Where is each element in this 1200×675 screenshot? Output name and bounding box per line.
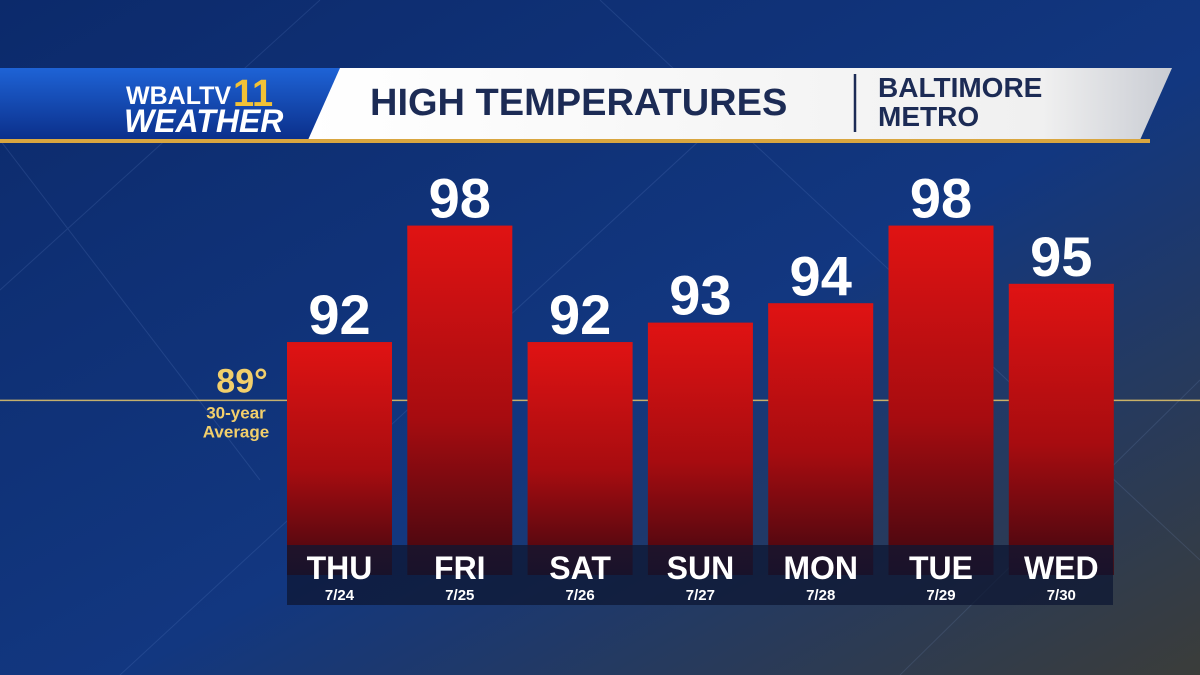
day-label: MON xyxy=(783,550,858,586)
banner-rule xyxy=(0,139,1150,143)
station-name: WBALTV xyxy=(126,82,231,110)
value-label: 93 xyxy=(669,264,731,327)
logo-panel xyxy=(0,68,340,140)
day-label: SAT xyxy=(549,550,611,586)
bar xyxy=(888,225,994,576)
date-label: 7/29 xyxy=(926,587,955,604)
bar xyxy=(768,303,874,575)
value-label: 95 xyxy=(1030,225,1092,288)
value-label: 98 xyxy=(429,167,491,230)
value-label: 94 xyxy=(790,244,852,307)
date-label: 7/24 xyxy=(325,587,355,604)
day-label: TUE xyxy=(909,550,973,586)
channel-number: 11 xyxy=(233,73,273,115)
bar-highlight xyxy=(647,322,753,327)
subtitle-line: METRO xyxy=(878,101,979,132)
chart-title: HIGH TEMPERATURES xyxy=(370,82,787,124)
average-note: Average xyxy=(203,422,269,441)
day-label-band xyxy=(287,545,1113,605)
day-label: WED xyxy=(1024,550,1099,586)
bar-highlight xyxy=(768,303,874,308)
bar xyxy=(287,342,392,575)
day-label: SUN xyxy=(667,550,735,586)
average-label: 89° xyxy=(216,362,267,400)
date-label: 7/25 xyxy=(445,587,474,604)
value-label: 98 xyxy=(910,167,972,230)
title-banner xyxy=(308,68,1172,140)
bar xyxy=(647,322,753,575)
bar xyxy=(527,342,633,575)
segment-name: WEATHER xyxy=(124,103,283,139)
bar-highlight xyxy=(287,342,392,347)
date-label: 7/27 xyxy=(686,587,715,604)
bar-highlight xyxy=(407,225,513,230)
bar-highlight xyxy=(527,342,633,347)
day-label: THU xyxy=(307,550,373,586)
day-label: FRI xyxy=(434,550,486,586)
value-label: 92 xyxy=(308,283,370,346)
average-note: 30-year xyxy=(206,403,266,422)
bar xyxy=(407,225,513,576)
bar-highlight xyxy=(1008,283,1114,288)
bar xyxy=(1008,283,1114,575)
bar-highlight xyxy=(888,225,994,230)
subtitle-line: BALTIMORE xyxy=(878,72,1042,103)
date-label: 7/28 xyxy=(806,587,835,604)
value-label: 92 xyxy=(549,283,611,346)
date-label: 7/26 xyxy=(565,587,594,604)
date-label: 7/30 xyxy=(1047,587,1076,604)
